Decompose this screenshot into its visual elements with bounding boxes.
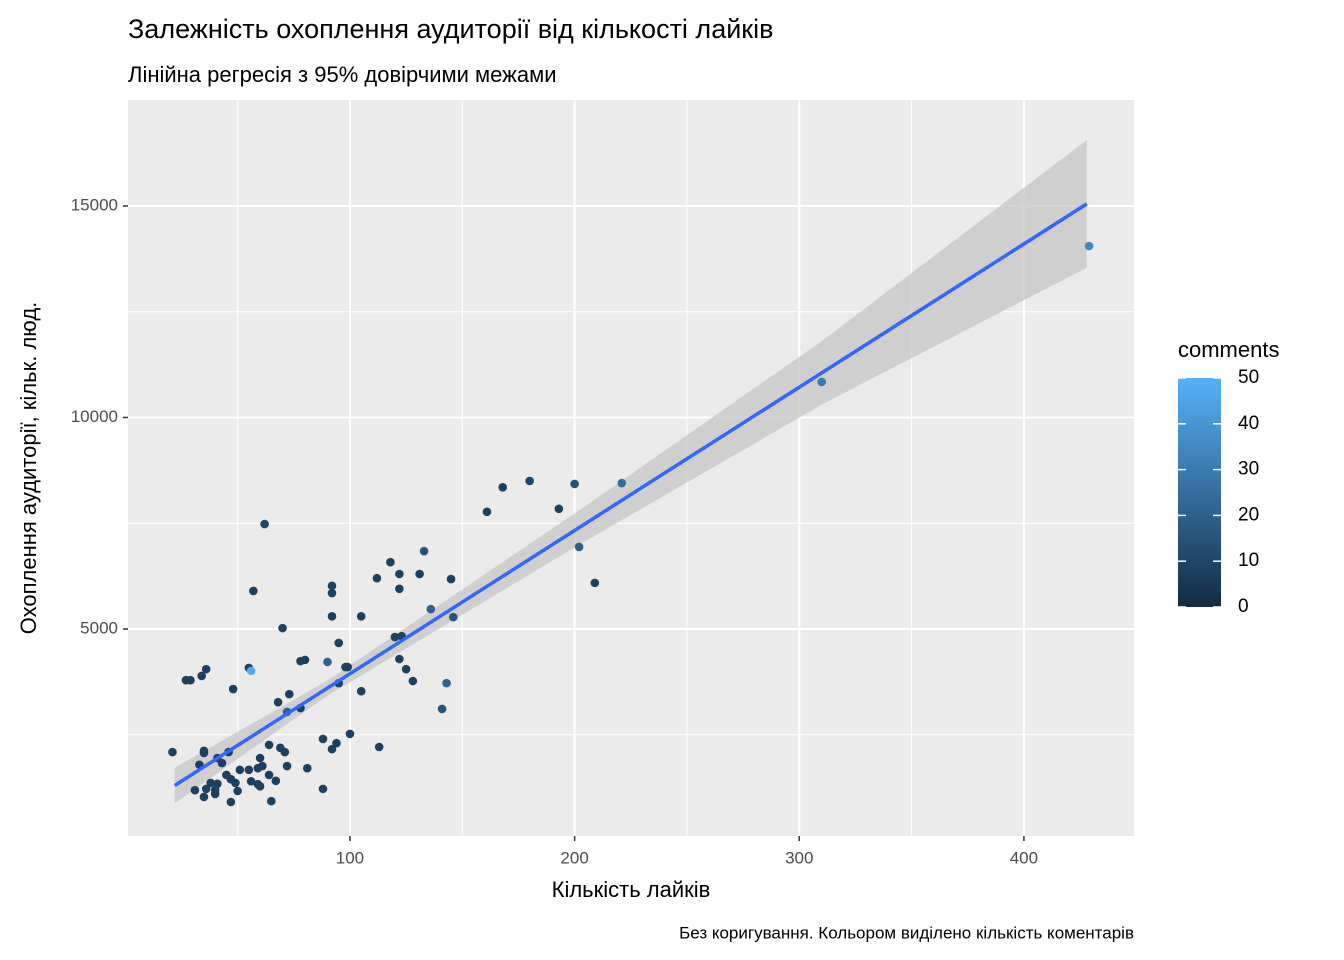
point	[280, 747, 290, 757]
x-tick-label: 200	[560, 848, 588, 867]
y-axis-title: Охоплення аудиторії, кільк. люд.	[16, 302, 41, 635]
point	[271, 776, 281, 786]
point	[258, 761, 267, 771]
point	[408, 676, 418, 686]
point	[318, 734, 328, 744]
x-axis-title: Кількість лайків	[552, 877, 711, 902]
color-bar-label: 40	[1238, 413, 1259, 434]
point	[570, 479, 579, 489]
point	[249, 586, 258, 596]
point	[199, 792, 209, 802]
point	[327, 581, 337, 591]
chart-subtitle: Лінійна регресія з 95% довірчими межами	[128, 62, 557, 87]
point	[231, 778, 240, 788]
color-bar-label: 50	[1238, 367, 1259, 388]
point	[327, 611, 337, 621]
point	[401, 664, 411, 674]
point	[285, 689, 294, 699]
legend-title: comments	[1178, 337, 1279, 362]
point	[323, 657, 332, 667]
point	[395, 654, 404, 664]
point	[246, 776, 256, 786]
point	[302, 763, 312, 773]
point	[228, 684, 238, 694]
x-tick-label: 300	[785, 848, 813, 867]
point	[278, 623, 287, 633]
point	[206, 778, 215, 788]
point	[426, 604, 436, 614]
point	[554, 504, 564, 514]
point	[253, 779, 263, 789]
point	[442, 678, 451, 688]
point	[1084, 241, 1094, 251]
point	[419, 546, 429, 556]
point	[356, 611, 366, 621]
point	[334, 638, 344, 648]
point	[296, 656, 305, 666]
point	[448, 612, 458, 622]
point	[327, 588, 337, 598]
point	[372, 573, 382, 583]
point	[446, 574, 456, 584]
point	[264, 740, 274, 750]
point	[226, 797, 236, 807]
point	[318, 784, 328, 794]
point	[186, 675, 195, 685]
x-tick-label: 100	[336, 848, 364, 867]
x-tick-label: 400	[1010, 848, 1038, 867]
point	[386, 557, 395, 567]
point	[201, 784, 211, 794]
point	[356, 686, 366, 696]
point	[246, 666, 256, 676]
y-tick-label: 15000	[71, 195, 118, 214]
point	[374, 742, 384, 752]
color-bar-label: 10	[1238, 550, 1259, 571]
point	[168, 747, 177, 757]
color-bar-label: 0	[1238, 596, 1249, 617]
point	[235, 765, 245, 775]
point	[210, 789, 220, 799]
point	[273, 697, 283, 707]
point	[617, 478, 627, 488]
point	[255, 753, 265, 763]
point	[345, 729, 355, 739]
y-tick-label: 10000	[71, 407, 118, 426]
chart-title: Залежність охоплення аудиторії від кільк…	[128, 14, 773, 44]
point	[201, 664, 211, 674]
point	[199, 748, 209, 758]
point	[260, 519, 269, 529]
point	[817, 377, 827, 387]
point	[498, 482, 508, 492]
point	[482, 507, 492, 517]
point	[395, 584, 404, 594]
point	[217, 758, 227, 768]
color-bar-label: 30	[1238, 459, 1259, 480]
point	[327, 744, 337, 754]
regression-line	[173, 202, 1088, 787]
point	[415, 569, 424, 579]
point	[343, 662, 353, 672]
caption: Без коригування. Кольором виділено кільк…	[679, 923, 1134, 942]
point	[437, 704, 447, 714]
y-tick-label: 5000	[80, 618, 118, 637]
point	[390, 632, 400, 642]
point	[197, 671, 206, 681]
point	[590, 578, 600, 588]
point	[267, 796, 276, 806]
point	[525, 476, 534, 486]
point	[244, 765, 254, 775]
point	[332, 738, 341, 748]
point	[190, 785, 200, 795]
color-bar-label: 20	[1238, 504, 1259, 525]
point	[574, 542, 584, 552]
point	[264, 770, 274, 780]
point	[395, 569, 404, 579]
point	[233, 786, 242, 796]
color-bar	[1178, 378, 1221, 607]
point	[282, 761, 292, 771]
